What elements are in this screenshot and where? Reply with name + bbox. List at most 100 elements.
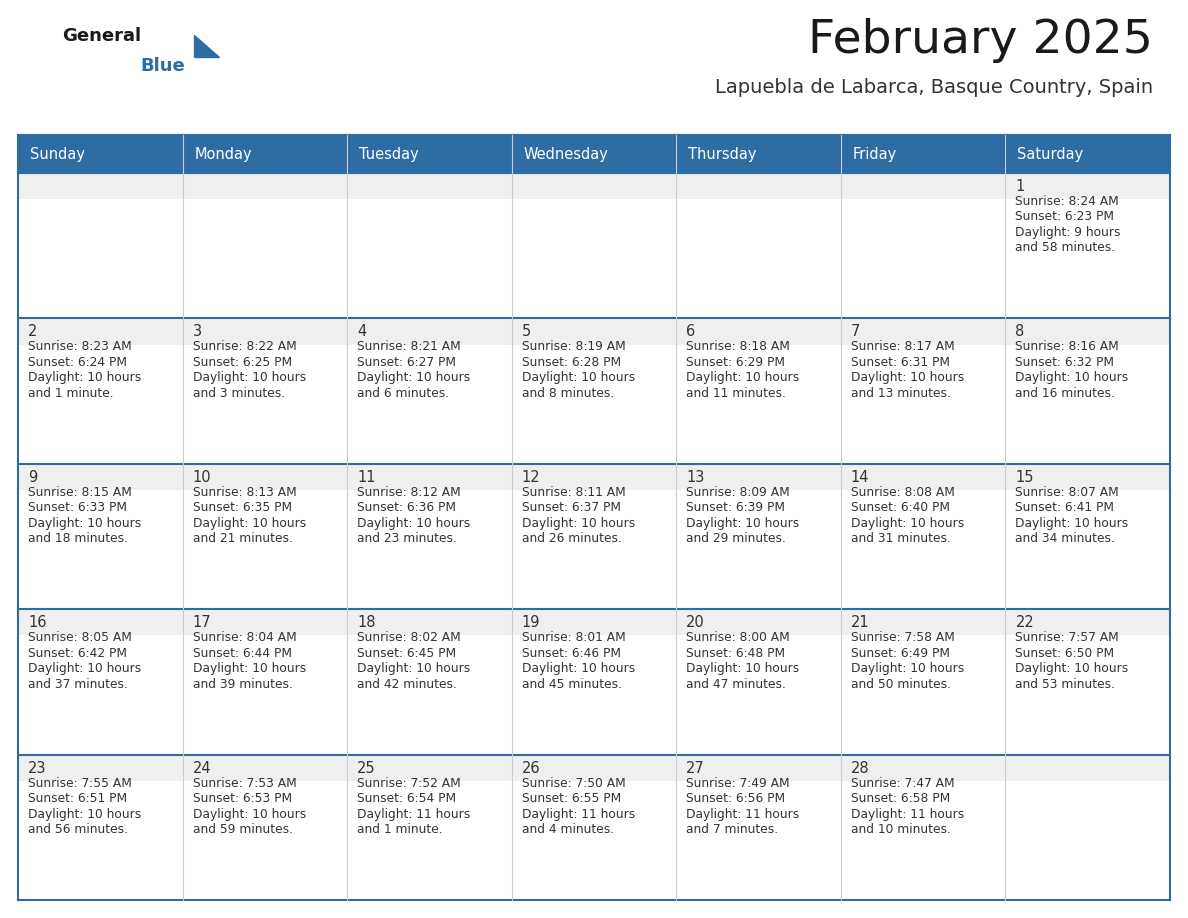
Bar [512, 464, 676, 490]
Text: and 39 minutes.: and 39 minutes. [192, 677, 292, 690]
Bar [18, 755, 183, 781]
Bar [18, 173, 183, 199]
Text: Daylight: 10 hours: Daylight: 10 hours [851, 372, 965, 385]
Text: 3: 3 [192, 324, 202, 340]
Text: 14: 14 [851, 470, 870, 485]
Bar [676, 755, 841, 781]
Text: 16: 16 [29, 615, 46, 630]
Text: and 1 minute.: and 1 minute. [29, 386, 114, 400]
Text: and 4 minutes.: and 4 minutes. [522, 823, 614, 836]
Text: Lapuebla de Labarca, Basque Country, Spain: Lapuebla de Labarca, Basque Country, Spa… [715, 78, 1154, 97]
Bar [1005, 610, 1170, 635]
Text: and 53 minutes.: and 53 minutes. [1016, 677, 1116, 690]
Bar [676, 610, 841, 755]
Text: Daylight: 10 hours: Daylight: 10 hours [522, 662, 634, 676]
Polygon shape [194, 35, 219, 57]
Text: 11: 11 [358, 470, 375, 485]
Text: and 11 minutes.: and 11 minutes. [687, 386, 786, 400]
Bar [676, 610, 841, 635]
Text: Daylight: 10 hours: Daylight: 10 hours [851, 662, 965, 676]
Bar [347, 755, 512, 900]
Text: Sunset: 6:56 PM: Sunset: 6:56 PM [687, 792, 785, 805]
Bar [512, 464, 676, 610]
Text: 15: 15 [1016, 470, 1034, 485]
Text: and 21 minutes.: and 21 minutes. [192, 532, 292, 545]
Text: and 18 minutes.: and 18 minutes. [29, 532, 128, 545]
Text: Monday: Monday [195, 147, 252, 162]
Text: 13: 13 [687, 470, 704, 485]
Text: Sunset: 6:50 PM: Sunset: 6:50 PM [1016, 646, 1114, 660]
Text: and 31 minutes.: and 31 minutes. [851, 532, 950, 545]
Text: 24: 24 [192, 761, 211, 776]
Text: Daylight: 10 hours: Daylight: 10 hours [192, 372, 305, 385]
Bar [183, 755, 347, 781]
Text: 26: 26 [522, 761, 541, 776]
Bar [1005, 610, 1170, 755]
Text: and 26 minutes.: and 26 minutes. [522, 532, 621, 545]
Bar [841, 755, 1005, 900]
Text: Daylight: 11 hours: Daylight: 11 hours [687, 808, 800, 821]
Bar [1005, 173, 1170, 319]
Text: 19: 19 [522, 615, 541, 630]
Text: Sunrise: 8:05 AM: Sunrise: 8:05 AM [29, 632, 132, 644]
Bar [347, 319, 512, 344]
Bar [18, 135, 1170, 173]
Text: Sunset: 6:53 PM: Sunset: 6:53 PM [192, 792, 292, 805]
Text: 23: 23 [29, 761, 46, 776]
Text: Sunrise: 8:22 AM: Sunrise: 8:22 AM [192, 341, 296, 353]
Bar [18, 755, 183, 900]
Text: Sunset: 6:46 PM: Sunset: 6:46 PM [522, 646, 620, 660]
Text: Sunset: 6:48 PM: Sunset: 6:48 PM [687, 646, 785, 660]
Text: Sunrise: 7:47 AM: Sunrise: 7:47 AM [851, 777, 954, 789]
Text: Sunset: 6:36 PM: Sunset: 6:36 PM [358, 501, 456, 514]
Text: Sunrise: 7:52 AM: Sunrise: 7:52 AM [358, 777, 461, 789]
Text: Sunset: 6:29 PM: Sunset: 6:29 PM [687, 356, 785, 369]
Text: and 1 minute.: and 1 minute. [358, 823, 443, 836]
Text: Sunset: 6:39 PM: Sunset: 6:39 PM [687, 501, 785, 514]
Text: Tuesday: Tuesday [359, 147, 419, 162]
Bar [18, 319, 183, 344]
Bar [347, 173, 512, 319]
Bar [1005, 464, 1170, 610]
Text: 9: 9 [29, 470, 37, 485]
Text: Sunrise: 8:23 AM: Sunrise: 8:23 AM [29, 341, 132, 353]
Bar [1005, 173, 1170, 199]
Text: and 37 minutes.: and 37 minutes. [29, 677, 128, 690]
Bar [347, 173, 512, 199]
Text: and 3 minutes.: and 3 minutes. [192, 386, 285, 400]
Bar [676, 319, 841, 344]
Text: Sunset: 6:40 PM: Sunset: 6:40 PM [851, 501, 950, 514]
Text: 17: 17 [192, 615, 211, 630]
Text: and 13 minutes.: and 13 minutes. [851, 386, 950, 400]
Bar [183, 173, 347, 199]
Text: Sunset: 6:27 PM: Sunset: 6:27 PM [358, 356, 456, 369]
Text: and 29 minutes.: and 29 minutes. [687, 532, 786, 545]
Text: Sunrise: 7:50 AM: Sunrise: 7:50 AM [522, 777, 625, 789]
Bar [347, 319, 512, 464]
Text: Blue: Blue [140, 57, 185, 75]
Text: Sunrise: 8:16 AM: Sunrise: 8:16 AM [1016, 341, 1119, 353]
Text: Sunset: 6:37 PM: Sunset: 6:37 PM [522, 501, 620, 514]
Text: Sunrise: 8:12 AM: Sunrise: 8:12 AM [358, 486, 461, 498]
Text: Sunrise: 8:11 AM: Sunrise: 8:11 AM [522, 486, 625, 498]
Text: Saturday: Saturday [1017, 147, 1083, 162]
Text: Daylight: 11 hours: Daylight: 11 hours [358, 808, 470, 821]
Text: Daylight: 10 hours: Daylight: 10 hours [29, 808, 141, 821]
Text: Daylight: 10 hours: Daylight: 10 hours [851, 517, 965, 530]
Text: Sunset: 6:45 PM: Sunset: 6:45 PM [358, 646, 456, 660]
Bar [1005, 319, 1170, 464]
Text: Daylight: 11 hours: Daylight: 11 hours [522, 808, 634, 821]
Bar [512, 319, 676, 344]
Text: Daylight: 11 hours: Daylight: 11 hours [851, 808, 965, 821]
Text: Daylight: 10 hours: Daylight: 10 hours [687, 517, 800, 530]
Text: Daylight: 10 hours: Daylight: 10 hours [192, 808, 305, 821]
Text: and 56 minutes.: and 56 minutes. [29, 823, 128, 836]
Text: 21: 21 [851, 615, 870, 630]
Bar [183, 464, 347, 610]
Bar [841, 173, 1005, 319]
Bar [183, 755, 347, 900]
Text: Sunrise: 8:01 AM: Sunrise: 8:01 AM [522, 632, 625, 644]
Bar [347, 464, 512, 610]
Text: and 6 minutes.: and 6 minutes. [358, 386, 449, 400]
Bar [676, 173, 841, 319]
